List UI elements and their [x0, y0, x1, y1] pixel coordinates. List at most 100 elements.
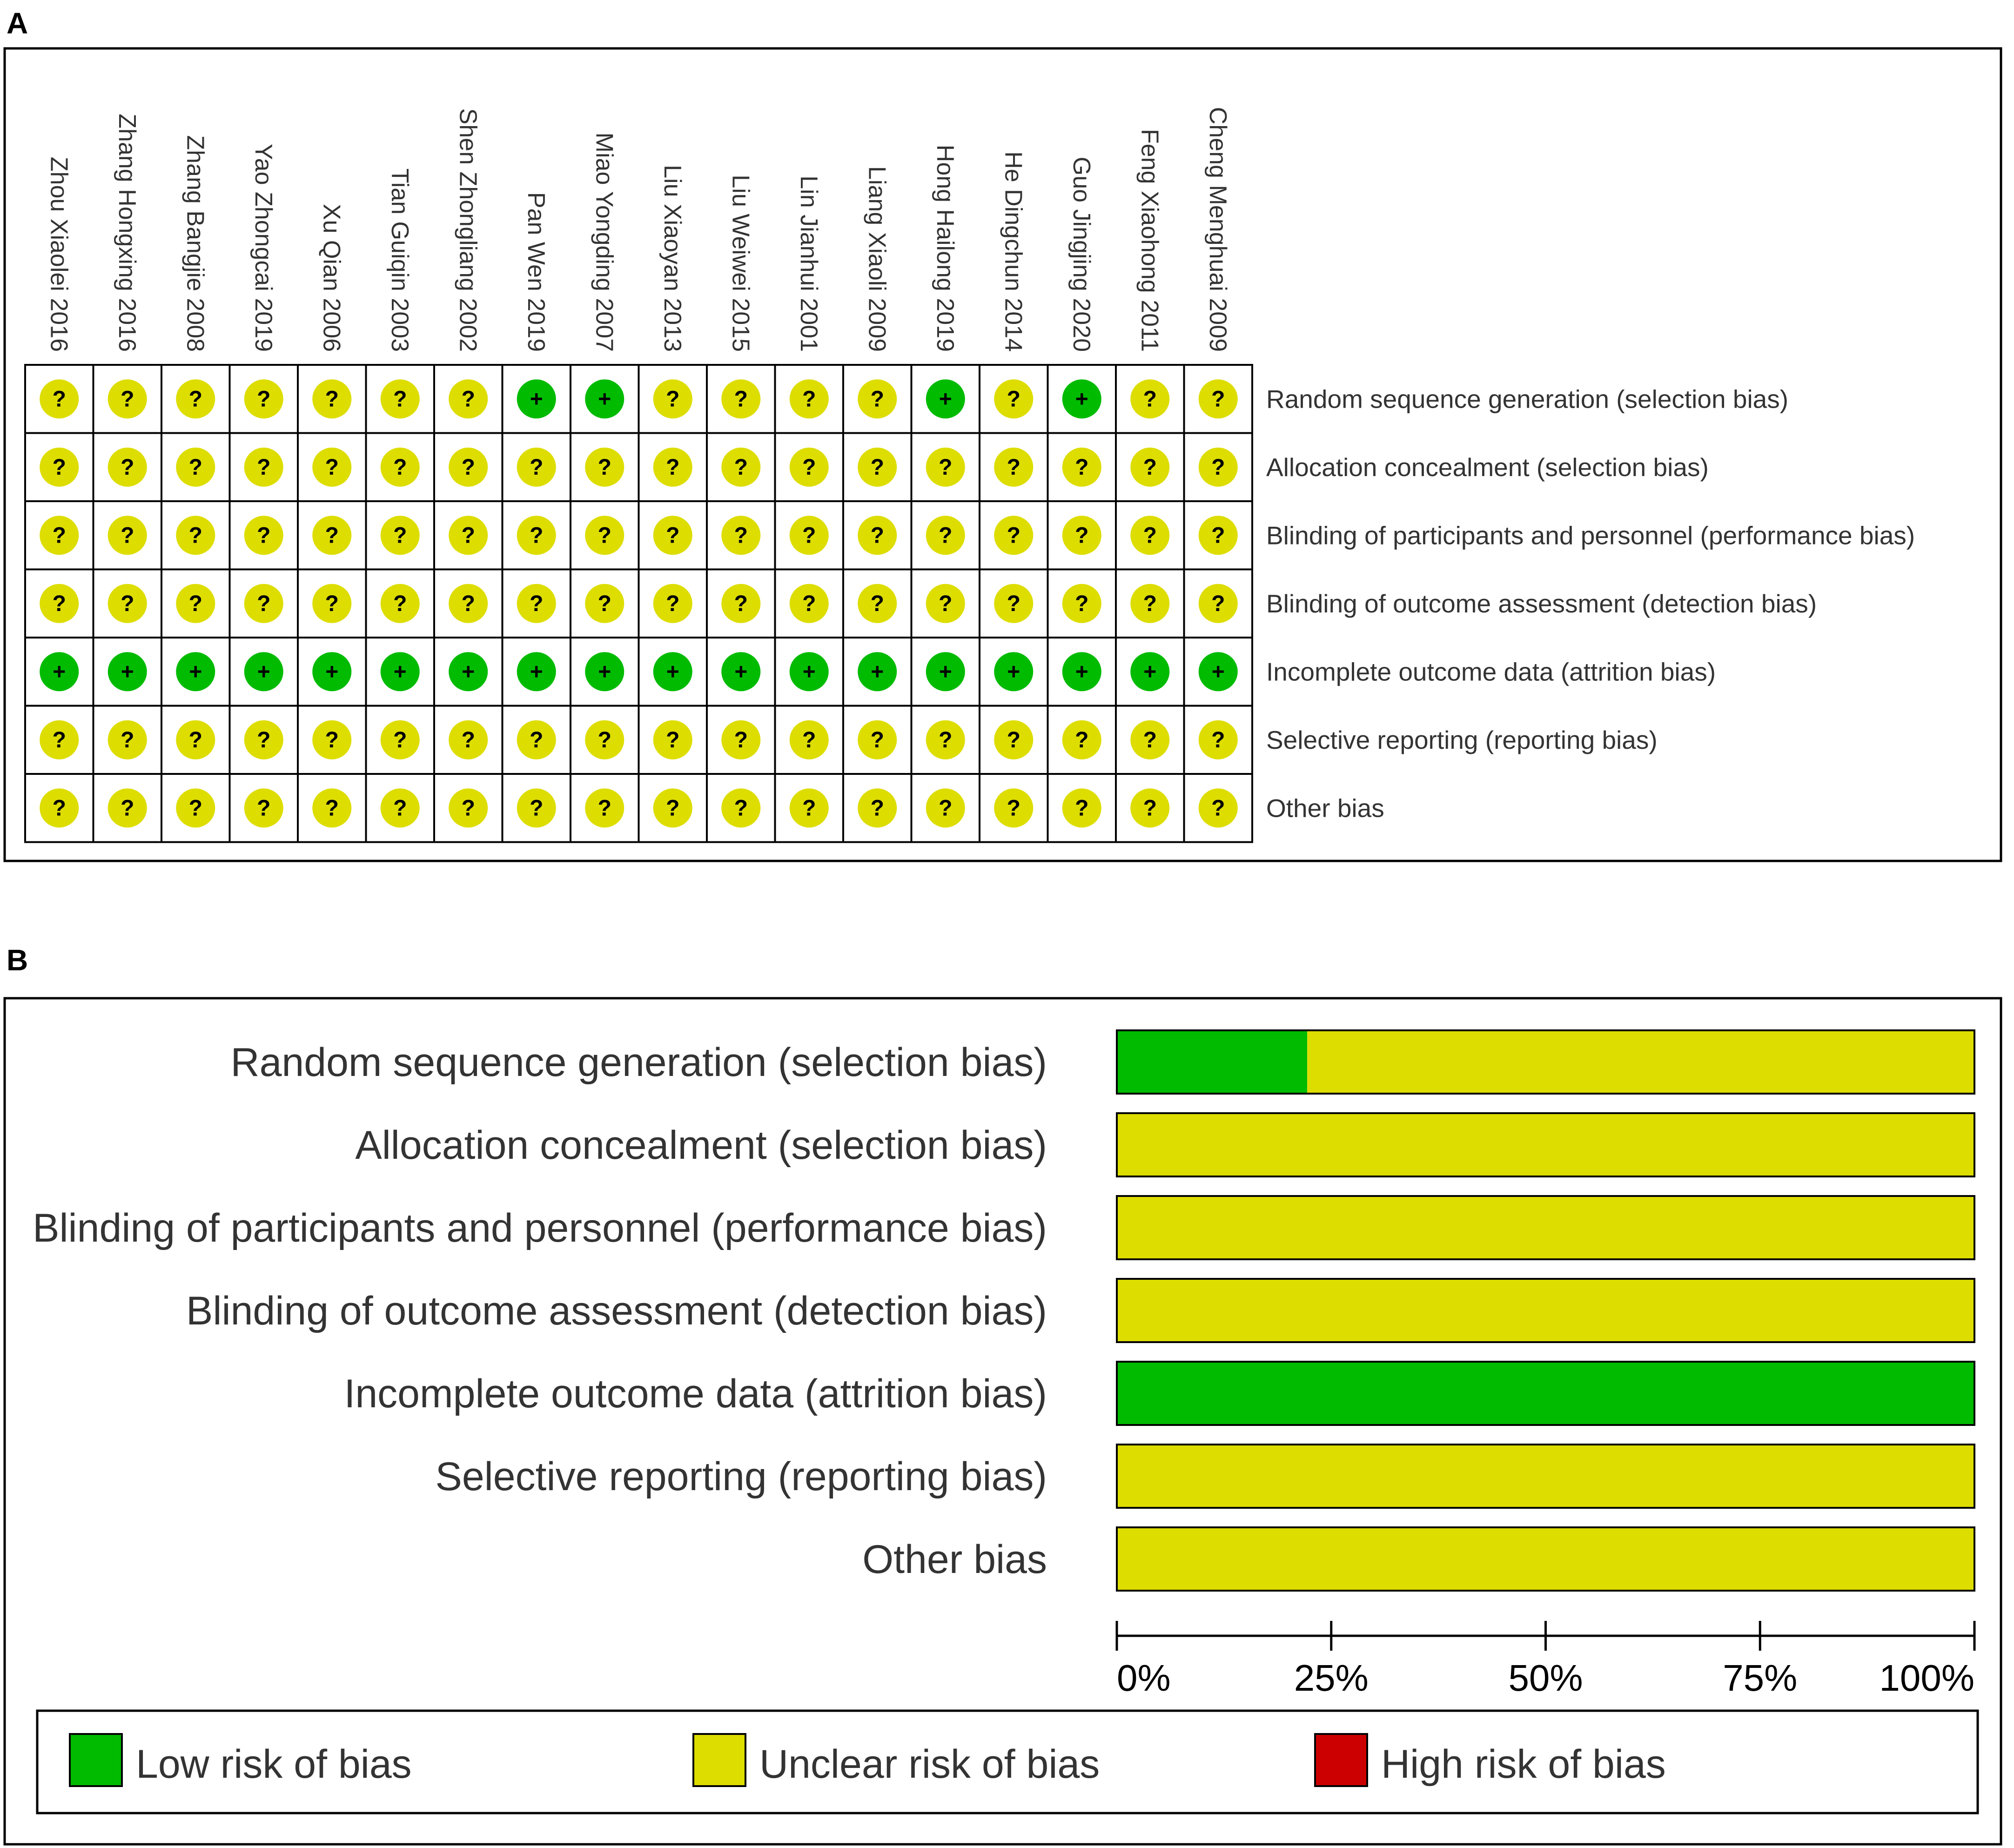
bar-segment-unclear: [1117, 1196, 1974, 1259]
judgement-unclear-dot: [926, 720, 965, 759]
judgement-symbol: ?: [462, 728, 475, 753]
judgement-low-dot: [926, 652, 965, 692]
judgement-symbol: ?: [1075, 796, 1088, 820]
judgement-symbol: ?: [393, 455, 407, 480]
judgement-symbol: ?: [802, 591, 816, 616]
judgement-symbol: ?: [1143, 796, 1157, 820]
bar-outline: [1116, 1029, 1975, 1095]
judgement-symbol: +: [121, 659, 134, 684]
judgement-unclear-dot: [449, 447, 488, 487]
study-label: Feng Xiaohong 2011: [1136, 129, 1163, 352]
grid-cell: [706, 773, 776, 843]
judgement-symbol: ?: [598, 455, 611, 480]
judgement-unclear-dot: [312, 447, 352, 487]
judgement-low-dot: [1062, 652, 1101, 692]
x-tick-label: 50%: [1508, 1657, 1583, 1699]
judgement-unclear-dot: [994, 788, 1034, 828]
judgement-unclear-dot: [721, 379, 761, 419]
judgement-symbol: ?: [598, 728, 611, 753]
judgement-unclear-dot: [994, 379, 1034, 419]
judgement-symbol: ?: [598, 523, 611, 548]
judgement-unclear-dot: [244, 788, 283, 828]
judgement-unclear-dot: [244, 379, 283, 419]
judgement-unclear-dot: [107, 379, 147, 419]
bar-segment-unclear: [1117, 1527, 1974, 1591]
legend-swatch-high: [1314, 1733, 1368, 1787]
judgement-unclear-dot: [107, 584, 147, 623]
study-label: Pan Wen 2019: [523, 192, 550, 352]
judgement-unclear-dot: [926, 447, 965, 487]
judgement-symbol: ?: [1143, 387, 1157, 411]
study-label: Liu Xiaoyan 2013: [659, 165, 686, 352]
judgement-unclear-dot: [1198, 516, 1238, 555]
judgement-symbol: ?: [871, 455, 884, 480]
judgement-symbol: ?: [666, 728, 679, 753]
judgement-symbol: ?: [939, 591, 952, 616]
judgement-unclear-dot: [107, 447, 147, 487]
judgement-symbol: ?: [1007, 387, 1020, 411]
judgement-symbol: ?: [53, 728, 66, 753]
domain-label: Blinding of outcome assessment (detectio…: [1266, 589, 1817, 618]
study-label: Cheng Menghuai 2009: [1204, 107, 1231, 352]
judgement-unclear-dot: [176, 788, 215, 828]
judgement-symbol: ?: [121, 728, 134, 753]
judgement-unclear-dot: [312, 720, 352, 759]
judgement-unclear-dot: [107, 720, 147, 759]
judgement-symbol: ?: [462, 523, 475, 548]
judgement-symbol: ?: [871, 387, 884, 411]
judgement-low-dot: [1198, 652, 1238, 692]
judgement-symbol: ?: [325, 728, 339, 753]
category-label: Other bias: [862, 1537, 1047, 1582]
judgement-unclear-dot: [994, 516, 1034, 555]
judgement-symbol: +: [598, 659, 611, 684]
judgement-unclear-dot: [312, 584, 352, 623]
judgement-unclear-dot: [721, 516, 761, 555]
judgement-symbol: ?: [734, 387, 748, 411]
judgement-unclear-dot: [40, 516, 79, 555]
judgement-symbol: +: [939, 659, 952, 684]
judgement-unclear-dot: [721, 447, 761, 487]
judgement-symbol: ?: [189, 387, 202, 411]
judgement-symbol: +: [1007, 659, 1020, 684]
judgement-low-dot: [40, 652, 79, 692]
judgement-unclear-dot: [517, 720, 556, 759]
legend-swatch-unclear: [692, 1733, 746, 1787]
bar-outline: [1116, 1112, 1975, 1177]
judgement-unclear-dot: [858, 379, 897, 419]
judgement-symbol: ?: [1211, 455, 1225, 480]
judgement-symbol: ?: [121, 387, 134, 411]
category-label: Allocation concealment (selection bias): [355, 1123, 1047, 1168]
judgement-low-dot: [176, 652, 215, 692]
legend: Low risk of bias Unclear risk of bias High…: [36, 1709, 1979, 1814]
judgement-unclear-dot: [858, 788, 897, 828]
judgement-unclear-dot: [1062, 447, 1101, 487]
judgement-unclear-dot: [653, 379, 692, 419]
judgement-unclear-dot: [244, 447, 283, 487]
study-label: Shen Zhongliang 2002: [454, 108, 481, 352]
x-tick-label: 0%: [1117, 1657, 1171, 1699]
judgement-symbol: +: [871, 659, 884, 684]
study-label: Liu Weiwei 2015: [727, 175, 754, 352]
judgement-symbol: ?: [393, 523, 407, 548]
judgement-low-dot: [1062, 379, 1101, 419]
domain-label: Allocation concealment (selection bias): [1266, 453, 1709, 482]
x-tick-label: 75%: [1723, 1657, 1797, 1699]
risk-of-bias-summary-grid: Zhou Xiaolei 2016 Zhang Hongxing 2016 Zhan…: [24, 107, 1915, 843]
judgement-symbol: ?: [939, 455, 952, 480]
judgement-symbol: ?: [939, 796, 952, 820]
judgement-unclear-dot: [380, 584, 420, 623]
judgement-unclear-dot: [994, 447, 1034, 487]
judgement-unclear-dot: [653, 447, 692, 487]
study-label: Zhang Hongxing 2016: [114, 114, 141, 352]
judgement-symbol: ?: [189, 728, 202, 753]
judgement-symbol: ?: [802, 728, 816, 753]
judgement-symbol: ?: [1211, 523, 1225, 548]
judgement-symbol: ?: [871, 796, 884, 820]
judgement-low-dot: [449, 652, 488, 692]
judgement-unclear-dot: [789, 379, 829, 419]
study-label: Lin Jianhui 2001: [795, 175, 822, 352]
judgement-unclear-dot: [449, 379, 488, 419]
judgement-symbol: ?: [53, 796, 66, 820]
judgement-symbol: ?: [393, 387, 407, 411]
